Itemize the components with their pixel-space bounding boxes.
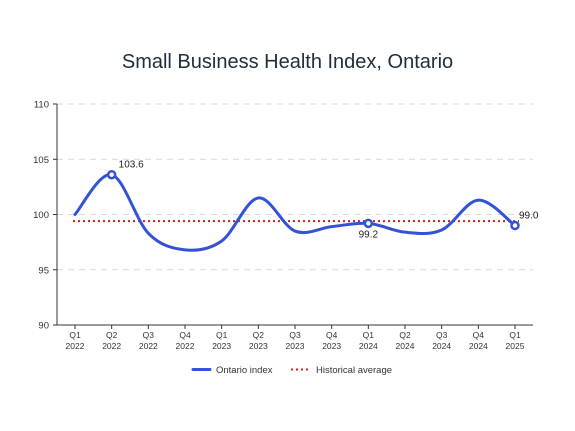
x-tick-label-year-11: 2024 <box>469 341 488 351</box>
x-tick-label-quarter-2: Q3 <box>143 330 155 340</box>
x-tick-label-year-10: 2024 <box>432 341 451 351</box>
x-tick-label-year-6: 2023 <box>286 341 305 351</box>
x-tick-label-year-8: 2024 <box>359 341 378 351</box>
x-tick-label-quarter-0: Q1 <box>69 330 81 340</box>
chart-title: Small Business Health Index, Ontario <box>122 51 453 73</box>
legend: Ontario index Historical average <box>191 365 392 376</box>
data-label-12: 99.0 <box>519 211 539 222</box>
data-labels: 103.6 99.2 99.0 <box>119 160 539 241</box>
x-tick-label-quarter-1: Q2 <box>106 330 118 340</box>
series-line-0 <box>73 173 517 252</box>
x-tick-label-year-0: 2022 <box>66 341 85 351</box>
x-tick-label-year-9: 2024 <box>396 341 415 351</box>
x-tick-label-quarter-8: Q1 <box>363 330 375 340</box>
x-tick-label-year-3: 2022 <box>176 341 195 351</box>
legend-label-ontario-index: Ontario index <box>216 365 273 376</box>
data-point-8 <box>363 218 374 229</box>
x-tick-label-quarter-7: Q4 <box>326 330 338 340</box>
x-tick-label-year-5: 2023 <box>249 341 268 351</box>
x-tick-label-year-4: 2023 <box>212 341 231 351</box>
y-tick-label-100: 100 <box>33 210 49 221</box>
x-tick-label-quarter-6: Q3 <box>289 330 301 340</box>
data-point-1 <box>106 169 117 180</box>
series-lines <box>73 169 520 252</box>
data-label-8: 99.2 <box>359 229 379 240</box>
data-point-12 <box>510 220 520 231</box>
x-tick-label-quarter-10: Q3 <box>436 330 448 340</box>
x-tick-label-quarter-3: Q4 <box>179 330 191 340</box>
y-tick-label-105: 105 <box>33 155 49 166</box>
x-tick-label-year-1: 2022 <box>102 341 121 351</box>
legend-label-historical-average: Historical average <box>316 365 392 376</box>
x-tick-label-quarter-11: Q4 <box>473 330 485 340</box>
x-tick-label-quarter-5: Q2 <box>253 330 265 340</box>
grid-lines <box>57 103 533 271</box>
data-label-1: 103.6 <box>119 160 144 171</box>
x-tick-label-quarter-4: Q1 <box>216 330 228 340</box>
y-tick-label-90: 90 <box>38 321 49 332</box>
axes: 9095100105110Q12022Q22022Q32022Q42022Q12… <box>33 100 533 351</box>
x-tick-label-quarter-12: Q1 <box>509 330 521 340</box>
x-tick-label-year-12: 2025 <box>506 341 525 351</box>
x-tick-label-year-7: 2023 <box>322 341 341 351</box>
x-tick-label-year-2: 2022 <box>139 341 158 351</box>
x-tick-label-quarter-9: Q2 <box>399 330 411 340</box>
y-tick-label-95: 95 <box>38 265 49 276</box>
y-tick-label-110: 110 <box>34 100 49 111</box>
